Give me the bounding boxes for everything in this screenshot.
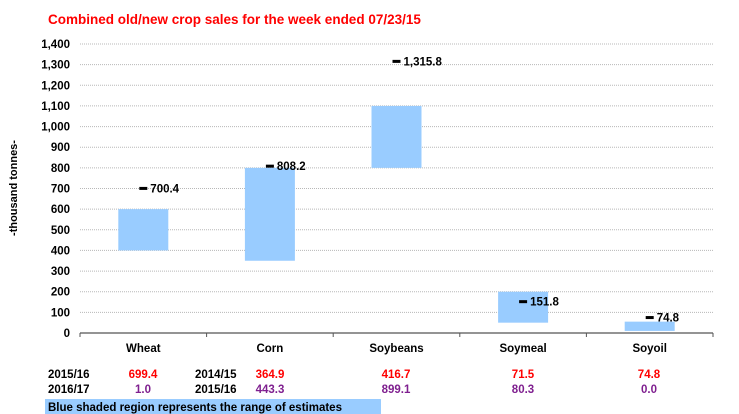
actual-label: 700.4	[150, 183, 179, 195]
table-value-row1: 416.7	[382, 369, 411, 381]
range-bar-wheat	[118, 209, 169, 251]
actual-label: 1,315.8	[404, 56, 443, 68]
x-tick-label: Soymeal	[499, 343, 546, 355]
x-tick-label: Corn	[256, 343, 283, 355]
year-label: 2015/16	[195, 384, 237, 396]
table-value-row2: 443.3	[256, 384, 285, 396]
y-tick-labels: 0 100 200 300 400 500 600 700 800 900 1,000 1,100 1,…	[41, 39, 70, 340]
y-axis-label: -thousand tonnes-	[8, 140, 20, 236]
y-tick-label: 1,300	[41, 60, 70, 72]
y-tick-label: 400	[51, 245, 70, 257]
range-bar-soyoil	[624, 321, 675, 331]
y-tick-label: 0	[64, 328, 70, 340]
actual-label: 151.8	[530, 297, 559, 309]
table-value-row1: 74.8	[638, 369, 661, 381]
chart-title: Combined old/new crop sales for the week…	[48, 12, 421, 27]
x-tick-label: Wheat	[126, 343, 161, 355]
table-value-row2: 0.0	[641, 384, 657, 396]
range-bar-corn	[244, 167, 295, 261]
footnote: Blue shaded region represents the range …	[48, 402, 342, 414]
table-value-row1: 71.5	[512, 369, 535, 381]
actual-marker-corn	[265, 164, 274, 168]
actual-label: 808.2	[277, 161, 306, 173]
table-value-row2: 1.0	[135, 384, 151, 396]
table-value-row2: 899.1	[382, 384, 411, 396]
y-tick-label: 600	[51, 204, 70, 216]
y-tick-label: 1,100	[41, 101, 70, 113]
estimates-table: 2015/16 2014/15 2016/17 2015/16 699.4 364.9 41…	[48, 369, 661, 396]
y-tick-label: 500	[51, 225, 70, 237]
actual-marker-soymeal	[519, 300, 528, 304]
actual-marker-wheat	[139, 186, 148, 190]
y-tick-label: 100	[51, 307, 70, 319]
x-tick-label: Soybeans	[369, 343, 423, 355]
actual-marker-soybeans	[392, 59, 401, 63]
y-tick-label: 700	[51, 184, 70, 196]
y-tick-label: 1,400	[41, 39, 70, 51]
table-value-row1: 699.4	[129, 369, 158, 381]
y-tick-label: 300	[51, 266, 70, 278]
range-bars	[118, 105, 675, 331]
y-tick-label: 900	[51, 142, 70, 154]
footnote-background	[45, 399, 381, 414]
actual-label: 74.8	[657, 313, 680, 325]
table-value-row1: 364.9	[256, 369, 285, 381]
x-tick-label: Soyoil	[632, 343, 667, 355]
y-tick-label: 1,200	[41, 80, 70, 92]
y-tick-label: 200	[51, 287, 70, 299]
year-label: 2016/17	[48, 384, 90, 396]
actual-markers: 700.4 808.2 1,315.8 151.8 74.8	[139, 56, 680, 325]
actual-marker-soyoil	[645, 316, 654, 320]
y-tick-label: 1,000	[41, 122, 70, 134]
range-bar-soymeal	[498, 291, 549, 323]
range-bar-soybeans	[371, 105, 422, 168]
year-label: 2014/15	[195, 369, 237, 381]
x-tick-labels: Wheat Corn Soybeans Soymeal Soyoil	[126, 343, 667, 355]
year-label: 2015/16	[48, 369, 90, 381]
y-tick-label: 800	[51, 163, 70, 175]
table-value-row2: 80.3	[512, 384, 534, 396]
